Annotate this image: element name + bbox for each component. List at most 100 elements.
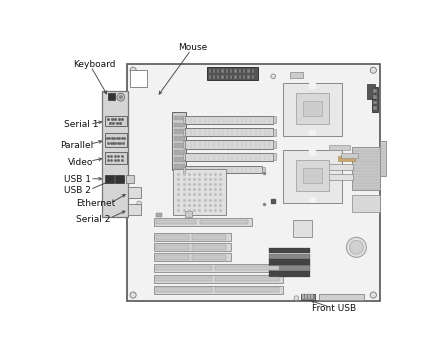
Bar bbox=[216, 276, 279, 281]
Bar bbox=[192, 245, 226, 250]
Bar bbox=[269, 271, 310, 276]
Bar bbox=[174, 143, 185, 148]
Bar bbox=[309, 149, 316, 156]
Bar bbox=[126, 175, 134, 183]
Bar bbox=[247, 69, 249, 73]
Bar bbox=[156, 245, 189, 250]
Text: Ethernet: Ethernet bbox=[76, 199, 115, 208]
Bar bbox=[326, 174, 353, 180]
Text: USB 2: USB 2 bbox=[64, 186, 91, 195]
Bar bbox=[186, 153, 273, 161]
Bar bbox=[373, 101, 377, 104]
Bar bbox=[154, 244, 231, 251]
Bar bbox=[156, 287, 212, 292]
Circle shape bbox=[294, 296, 299, 301]
Bar bbox=[273, 129, 275, 136]
Circle shape bbox=[346, 237, 367, 257]
Bar bbox=[309, 82, 316, 89]
Bar bbox=[326, 164, 353, 170]
Bar bbox=[341, 153, 358, 158]
Bar bbox=[186, 128, 273, 136]
Circle shape bbox=[117, 93, 125, 101]
Bar bbox=[273, 116, 275, 123]
Bar bbox=[373, 95, 377, 99]
Bar bbox=[106, 152, 127, 164]
Bar bbox=[303, 168, 322, 183]
Bar bbox=[329, 145, 350, 150]
Bar bbox=[373, 107, 377, 110]
Bar bbox=[154, 275, 283, 283]
Bar bbox=[305, 294, 307, 299]
Bar bbox=[216, 266, 279, 270]
Bar bbox=[173, 169, 226, 215]
Circle shape bbox=[370, 292, 377, 298]
Bar bbox=[352, 147, 379, 190]
Circle shape bbox=[137, 201, 142, 206]
Bar bbox=[319, 293, 364, 299]
Bar bbox=[128, 204, 141, 215]
Circle shape bbox=[119, 95, 123, 99]
Bar bbox=[367, 84, 375, 99]
Bar bbox=[283, 149, 342, 204]
Text: Serial 2: Serial 2 bbox=[76, 215, 110, 224]
Bar bbox=[239, 75, 241, 79]
Bar bbox=[207, 67, 258, 80]
Bar bbox=[262, 167, 265, 173]
Bar bbox=[309, 197, 316, 204]
Bar bbox=[115, 175, 124, 183]
Bar bbox=[156, 255, 189, 259]
Bar bbox=[302, 294, 304, 299]
Circle shape bbox=[271, 74, 275, 79]
Bar bbox=[172, 112, 186, 170]
Bar bbox=[183, 116, 186, 123]
Bar bbox=[372, 87, 378, 112]
Bar bbox=[130, 70, 147, 87]
Bar bbox=[352, 195, 379, 212]
Bar bbox=[296, 160, 330, 191]
Bar bbox=[269, 248, 310, 253]
Bar bbox=[217, 69, 220, 73]
Bar bbox=[156, 235, 189, 240]
Bar bbox=[174, 157, 185, 162]
Bar bbox=[174, 130, 185, 134]
Text: Video: Video bbox=[68, 158, 93, 167]
Bar bbox=[338, 156, 355, 161]
Bar bbox=[293, 219, 312, 236]
Bar bbox=[183, 141, 186, 148]
Bar bbox=[154, 264, 283, 272]
Bar bbox=[230, 75, 232, 79]
Bar bbox=[235, 69, 237, 73]
Bar bbox=[183, 129, 186, 136]
Bar bbox=[106, 175, 114, 183]
Bar bbox=[174, 116, 185, 120]
Circle shape bbox=[130, 67, 136, 73]
Bar bbox=[154, 286, 283, 293]
Bar bbox=[247, 75, 249, 79]
Bar bbox=[174, 150, 185, 155]
Bar bbox=[183, 153, 186, 160]
Bar bbox=[217, 75, 220, 79]
Bar bbox=[127, 64, 379, 301]
Circle shape bbox=[130, 292, 136, 298]
Bar bbox=[174, 122, 185, 127]
Bar bbox=[154, 233, 231, 241]
Bar bbox=[186, 211, 192, 217]
Bar bbox=[269, 253, 310, 259]
Bar bbox=[221, 69, 224, 73]
Text: Parallel: Parallel bbox=[60, 141, 93, 150]
Text: Front USB: Front USB bbox=[312, 304, 356, 313]
Bar bbox=[273, 141, 275, 148]
Bar bbox=[235, 75, 237, 79]
Bar bbox=[230, 69, 232, 73]
Bar bbox=[252, 69, 254, 73]
Bar bbox=[239, 69, 241, 73]
Text: Keyboard: Keyboard bbox=[73, 60, 116, 69]
Circle shape bbox=[349, 240, 363, 254]
Bar bbox=[209, 69, 211, 73]
Bar bbox=[128, 187, 141, 198]
Bar bbox=[273, 153, 275, 160]
Bar bbox=[154, 218, 253, 226]
Bar bbox=[303, 101, 322, 116]
Bar bbox=[154, 253, 231, 261]
Bar bbox=[106, 133, 127, 147]
